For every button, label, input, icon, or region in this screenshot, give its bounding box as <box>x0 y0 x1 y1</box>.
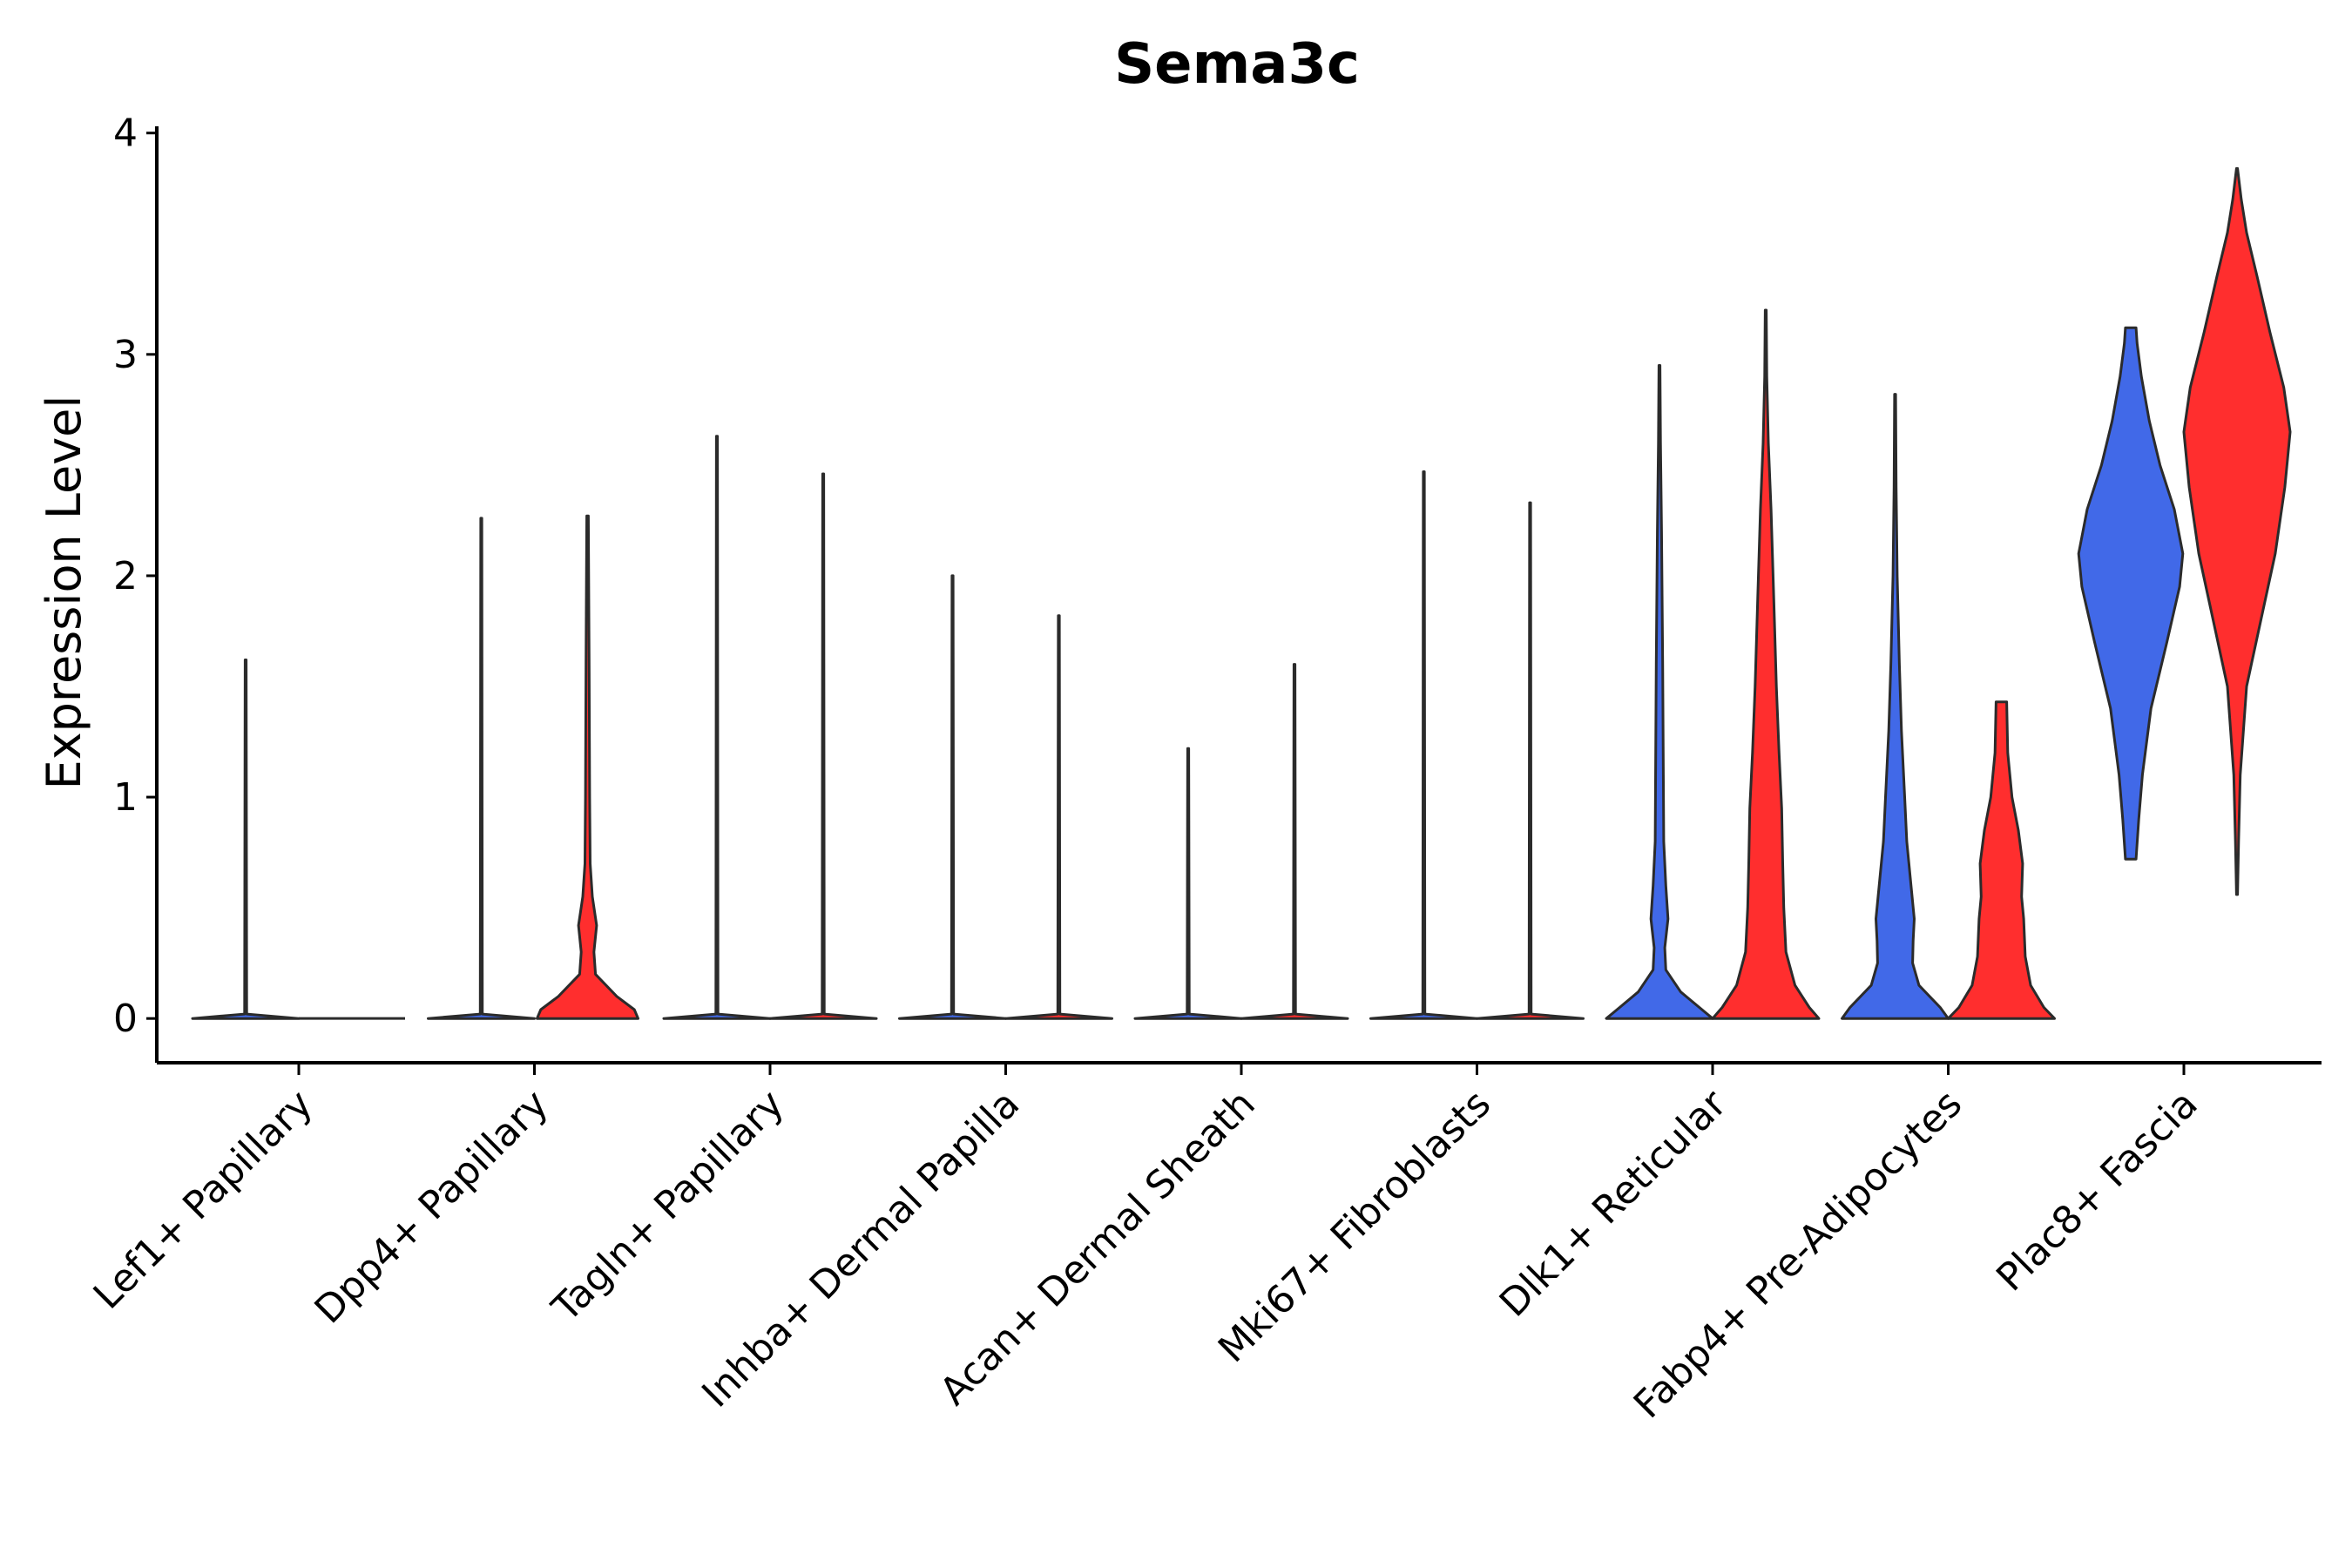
y-tick-label: 0 <box>113 997 138 1041</box>
violin-shape <box>662 435 772 1020</box>
violin-shape <box>1004 614 1113 1020</box>
x-category-label: Dlk1+ Reticular <box>1491 1081 1736 1326</box>
x-category-label: Mki67+ Fibroblasts <box>1210 1082 1499 1371</box>
violin-shape <box>1841 393 1950 1020</box>
y-tick-label: 1 <box>113 775 138 820</box>
violin-shape <box>1476 501 1585 1020</box>
violin-shape <box>898 574 1007 1020</box>
x-category-label: Dpp4+ Papillary <box>307 1082 558 1333</box>
violin-shape <box>1369 470 1478 1020</box>
y-tick-label: 4 <box>113 112 138 156</box>
y-tick-label: 3 <box>113 333 138 377</box>
chart-title: Sema3c <box>1114 32 1360 97</box>
violin-shape <box>536 514 639 1020</box>
violin-shape <box>1947 700 2056 1020</box>
violin-shape <box>1133 747 1243 1020</box>
x-category-label: Plac8+ Fascia <box>1988 1082 2207 1301</box>
violin-shape <box>427 517 536 1020</box>
violin-shape <box>1240 663 1349 1020</box>
y-axis-label: Expression Level <box>37 395 91 790</box>
violin-shape <box>2182 166 2292 896</box>
x-category-label: Lef1+ Papillary <box>85 1082 321 1318</box>
x-category-label: Tagln+ Papillary <box>544 1082 793 1331</box>
violin-shape <box>768 472 878 1020</box>
violin-shape <box>1605 364 1714 1020</box>
violin-shape <box>1711 308 1821 1020</box>
violin-shape <box>191 659 301 1020</box>
y-tick-label: 2 <box>113 554 138 598</box>
violin-shape <box>2077 326 2185 861</box>
